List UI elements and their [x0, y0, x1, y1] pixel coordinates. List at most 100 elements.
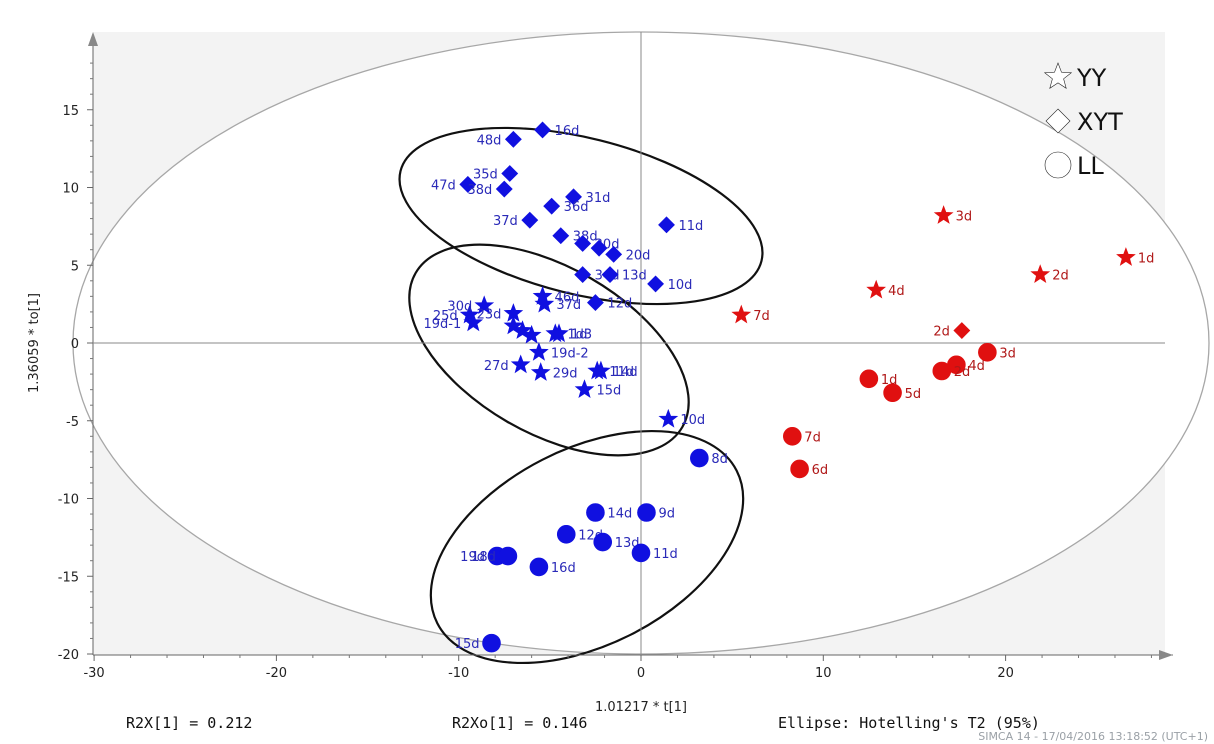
red-star-point: [866, 279, 887, 299]
point-label: 3d: [999, 346, 1016, 361]
point-label: 14d: [607, 506, 632, 521]
blue-diamond-point: [601, 266, 619, 284]
point-label: 16d: [551, 561, 576, 576]
point-label: 19d: [460, 550, 485, 565]
blue-diamond-point: [605, 245, 623, 263]
point-label: 30d: [447, 300, 472, 315]
y-axis-arrow: [88, 32, 98, 46]
y-axis-label: 1.36059 * to[1]: [27, 293, 42, 393]
x-tick-label: 20: [997, 666, 1014, 681]
r2x-annotation: R2X[1] = 0.212: [126, 714, 252, 732]
x-tick-label: -30: [83, 666, 104, 681]
y-tick-label: 10: [62, 182, 79, 197]
point-label: 10d: [680, 413, 705, 428]
point-label: 4d: [888, 284, 905, 299]
blue-diamond-point: [574, 235, 592, 252]
point-label: 38d: [467, 183, 492, 198]
blue-star-point: [463, 312, 484, 332]
point-label: 29d: [553, 367, 578, 382]
x-tick-label: -20: [266, 666, 287, 681]
blue-star-point: [534, 293, 555, 313]
point-label: 31d: [586, 191, 611, 206]
legend-star-icon: [1043, 62, 1073, 89]
x-tick-label: 0: [637, 666, 645, 681]
legend-label: YY: [1076, 64, 1107, 92]
legend-circle-icon: [1044, 151, 1072, 179]
blue-circle-point: [556, 524, 576, 544]
y-tick-label: -20: [58, 648, 79, 663]
blue-diamond-point: [543, 197, 561, 215]
point-label: 10d: [668, 278, 693, 293]
red-star-point: [933, 205, 954, 224]
point-label: 1d: [1138, 251, 1155, 266]
point-label: 5d: [905, 387, 922, 402]
software-stamp: SIMCA 14 - 17/04/2016 13:18:52 (UTC+1): [978, 730, 1208, 743]
point-label: 36d: [564, 200, 589, 215]
red-star-point: [1030, 264, 1051, 283]
blue-diamond-point: [574, 266, 592, 284]
point-label: 48d: [477, 133, 502, 148]
point-label: 46d: [555, 290, 580, 305]
blue-star-point: [474, 295, 495, 315]
point-label: 11d: [679, 219, 704, 234]
point-label: 2d: [933, 325, 950, 340]
blue-circle-point: [593, 532, 613, 552]
point-label: 4d: [968, 359, 985, 374]
point-label: 18d: [471, 550, 496, 565]
axes: -30 -20 -10 0 10 20 15 10 5 0 -5 -10 -15 -20: [58, 32, 1173, 681]
r2xo-annotation: R2Xo[1] = 0.146: [452, 714, 587, 732]
ellipse-annotation: Ellipse: Hotelling's T2 (95%): [778, 714, 1040, 732]
red-circle-point: [883, 383, 902, 403]
group-ellipse-xyt: [398, 126, 764, 306]
point-label: 47d: [431, 178, 456, 193]
blue-diamond-point: [590, 239, 608, 257]
y-tick-label: -15: [58, 570, 79, 585]
blue-circle-point: [631, 543, 651, 563]
point-label: 19d-1: [424, 317, 462, 332]
points-layer: 25d30d19d-123d46d37d1d31d19d-227d29d15d1…: [424, 121, 1155, 653]
y-tick-label: 15: [62, 104, 79, 119]
blue-diamond-point: [501, 165, 519, 182]
legend-label: XYT: [1077, 108, 1123, 136]
blue-diamond-point: [658, 216, 675, 234]
point-label: 11d: [653, 547, 678, 562]
point-label: 37d: [493, 214, 518, 229]
x-tick-label: 10: [815, 666, 832, 681]
point-label: 20d: [626, 248, 651, 263]
point-label: 11d: [609, 365, 634, 380]
red-circle-point: [790, 459, 809, 479]
point-label: 2d: [1052, 269, 1069, 284]
blue-star-point: [529, 341, 549, 361]
blue-star-point: [530, 362, 551, 381]
blue-diamond-point: [565, 188, 582, 206]
blue-star-point: [574, 379, 595, 398]
blue-diamond-point: [647, 275, 665, 293]
blue-diamond-point: [552, 227, 570, 245]
point-label: 1d: [571, 328, 588, 343]
blue-circle-point: [586, 503, 605, 522]
point-label: 9d: [658, 506, 675, 521]
blue-star-point: [459, 304, 480, 324]
point-label: 19d-2: [551, 346, 589, 361]
point-label: 13d: [615, 536, 640, 551]
point-label: 6d: [812, 463, 829, 478]
blue-diamond-point: [534, 121, 551, 139]
blue-star-point: [521, 324, 542, 344]
point-label: 14d: [613, 365, 638, 380]
blue-star-point: [591, 360, 611, 380]
blue-star-point: [503, 315, 524, 335]
blue-circle-point: [637, 503, 656, 522]
blue-star-point: [510, 354, 531, 374]
blue-circle-point: [482, 633, 501, 653]
blue-diamond-point: [587, 294, 604, 311]
point-label: 2d: [954, 365, 971, 380]
point-label: 37d: [556, 298, 581, 313]
red-circle-point: [932, 361, 952, 381]
legend-label: LL: [1077, 152, 1104, 180]
point-label: 15d: [455, 637, 480, 652]
blue-circle-point: [529, 557, 549, 577]
point-label: 23d: [477, 307, 502, 322]
blue-star-point: [512, 320, 533, 339]
x-axis-label: 1.01217 * t[1]: [595, 700, 687, 715]
